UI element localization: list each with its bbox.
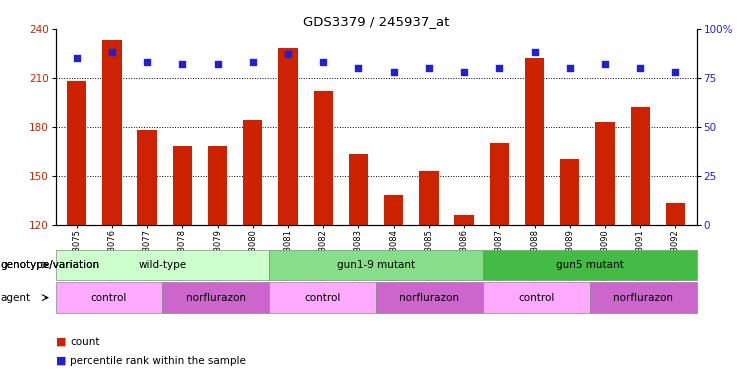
- Text: genotype/variation: genotype/variation: [1, 260, 100, 270]
- Text: norflurazon: norflurazon: [399, 293, 459, 303]
- Bar: [454, 215, 473, 225]
- Text: control: control: [305, 293, 341, 303]
- Bar: [208, 146, 227, 225]
- Bar: [173, 146, 192, 225]
- Text: genotype/variation: genotype/variation: [1, 260, 100, 270]
- Point: [494, 65, 505, 71]
- Text: ■: ■: [56, 337, 70, 347]
- Text: wild-type: wild-type: [139, 260, 187, 270]
- Point: [212, 61, 224, 67]
- Point: [564, 65, 576, 71]
- Text: norflurazon: norflurazon: [613, 293, 673, 303]
- Bar: [102, 40, 122, 225]
- Bar: [419, 171, 439, 225]
- Point: [176, 61, 188, 67]
- Point: [142, 59, 153, 65]
- Text: norflurazon: norflurazon: [186, 293, 246, 303]
- Point: [106, 49, 118, 55]
- Text: ■: ■: [56, 356, 70, 366]
- Point: [353, 65, 365, 71]
- Point: [317, 59, 329, 65]
- Bar: [631, 107, 650, 225]
- Bar: [279, 48, 298, 225]
- Bar: [490, 143, 509, 225]
- Text: agent: agent: [1, 293, 31, 303]
- Point: [71, 55, 83, 61]
- Bar: [138, 130, 157, 225]
- Bar: [349, 154, 368, 225]
- Bar: [595, 122, 614, 225]
- Bar: [243, 120, 262, 225]
- Text: gun5 mutant: gun5 mutant: [556, 260, 624, 270]
- Text: count: count: [70, 337, 100, 347]
- Point: [599, 61, 611, 67]
- Point: [388, 69, 399, 75]
- Point: [423, 65, 435, 71]
- Text: control: control: [518, 293, 554, 303]
- Bar: [67, 81, 87, 225]
- Point: [528, 49, 540, 55]
- Text: percentile rank within the sample: percentile rank within the sample: [70, 356, 246, 366]
- Point: [458, 69, 470, 75]
- Point: [282, 51, 294, 57]
- Text: control: control: [91, 293, 127, 303]
- Point: [669, 69, 681, 75]
- Bar: [665, 204, 685, 225]
- Bar: [313, 91, 333, 225]
- Bar: [384, 195, 403, 225]
- Point: [247, 59, 259, 65]
- Bar: [560, 159, 579, 225]
- Text: gun1-9 mutant: gun1-9 mutant: [337, 260, 415, 270]
- Bar: [525, 58, 544, 225]
- Point: [634, 65, 646, 71]
- Title: GDS3379 / 245937_at: GDS3379 / 245937_at: [303, 15, 449, 28]
